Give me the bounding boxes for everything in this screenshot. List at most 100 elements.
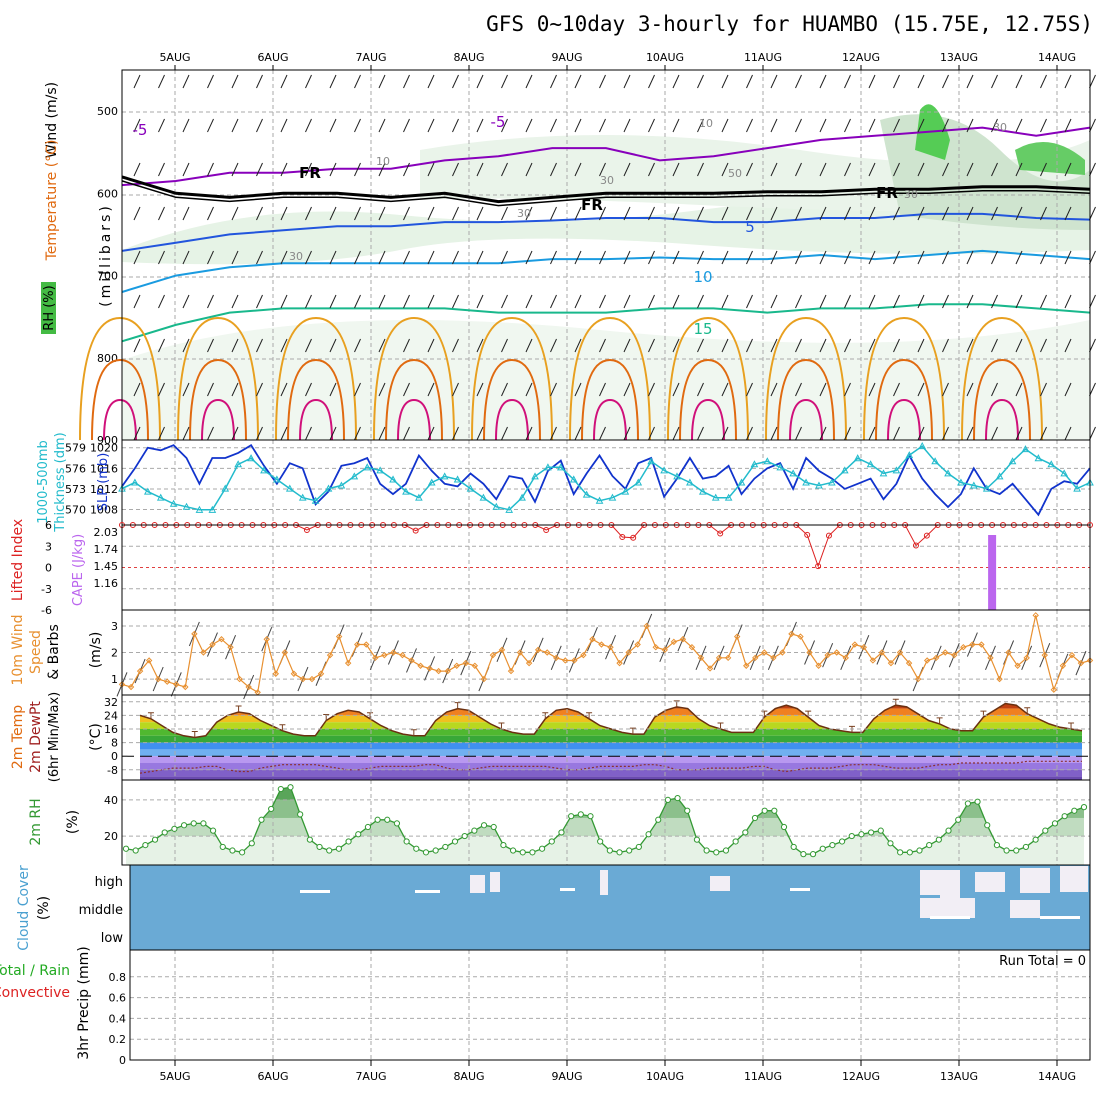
wind-barb [991,426,998,441]
rh-marker [809,851,817,858]
thickness-marker [195,505,204,513]
warm-contour [887,398,921,441]
rh-marker [209,827,217,834]
temp-whisker [629,727,636,735]
wind-marker [399,651,406,659]
warm-contour [863,316,945,441]
wind-marker [381,651,388,659]
wind-marker [905,659,913,667]
wind-barb [721,338,729,353]
rh-marker [955,816,962,823]
rh-marker [626,847,633,854]
rh-marker [287,784,294,791]
wind-marker [471,662,479,669]
wind-barb [893,74,900,89]
wind-barb [966,250,974,265]
temp-band [140,756,1082,763]
wind-barb [427,206,435,221]
thickness-marker [466,484,475,492]
wind-barb [256,74,263,89]
wind-barb [966,206,974,221]
wind-barb [182,250,190,265]
rh-marker [442,843,449,851]
wind-barb [672,382,680,397]
wind-barb [1015,162,1023,177]
wind-barb [991,338,998,353]
wind-marker [363,641,370,648]
rh-marker [132,847,139,854]
wind-marker [1041,651,1048,659]
wind-barb [280,250,288,265]
wind-barb [231,118,239,133]
wind-barb [623,162,631,177]
wind-marker [426,665,433,672]
temp-tick-label: 8 [111,737,118,750]
wind-barb [623,338,631,353]
axis-label-thickness-unit: Thickness (dm) [53,432,68,532]
contour-label: 10 [693,268,712,286]
li-tick-label: 3 [45,540,52,553]
temp-line [139,702,1083,739]
wind-barb [599,426,606,441]
wind-marker [498,646,506,654]
wind-barb [697,338,704,353]
wind-barb [280,206,288,221]
wind-barb [574,250,582,265]
wind-barb [1040,162,1047,177]
pressure-tick-label: 700 [97,270,118,283]
wind-barb [329,294,337,309]
panel-frame [129,949,1091,1061]
cloud-gap [940,885,960,905]
rh-marker [364,823,372,831]
wind-barb [770,206,778,221]
cape-tick-label: 2.03 [94,526,119,539]
thickness-tick-label: 573 [65,483,86,496]
wind-marker [661,646,669,654]
temp-tick-label: 32 [104,696,118,709]
warm-contour [765,316,847,441]
wind-barb [966,74,974,89]
rh-marker [848,832,855,840]
wind-barb [525,338,533,353]
rh-marker [819,845,826,852]
contour-5 [121,212,1091,252]
temp-band [140,742,1082,750]
rh-marker [838,838,846,845]
wind-marker [553,654,560,662]
rh-marker [635,843,642,851]
thickness-line [121,445,1091,511]
wind-marker [589,636,596,643]
wind-barb [648,206,655,221]
wind-barb [354,250,361,265]
thickness-marker [376,466,384,474]
rh-marker [790,843,797,851]
wind-barb [1040,294,1047,309]
wind-barb [329,426,337,441]
wind-barb [746,294,753,309]
wind-barb [256,338,263,353]
wind-barb [697,294,704,309]
precip-panel: 0.8 0.6 0.4 0.2 0 [109,949,1091,1067]
lifted-marker [412,527,419,534]
wind-marker [942,649,949,656]
thickness-marker [337,481,346,489]
wind-barb [158,162,165,177]
temp-whisker [980,710,987,718]
wind-barb [354,118,361,133]
axis-label-cloud: Cloud Cover [16,865,32,951]
wind-marker [308,675,316,683]
cloud-gap [600,870,608,895]
warm-contour [875,358,933,441]
rh-marker [500,842,507,849]
wind-barb [648,338,655,353]
wind-barb [280,294,288,309]
wind-barb [917,338,925,353]
wind-barb [133,206,141,221]
wind-barb [329,338,337,353]
wind-barb [1040,338,1047,353]
thickness-marker [853,454,862,462]
thickness-marker [595,496,604,504]
wind-barb [133,162,141,177]
rh-marker [974,798,981,805]
